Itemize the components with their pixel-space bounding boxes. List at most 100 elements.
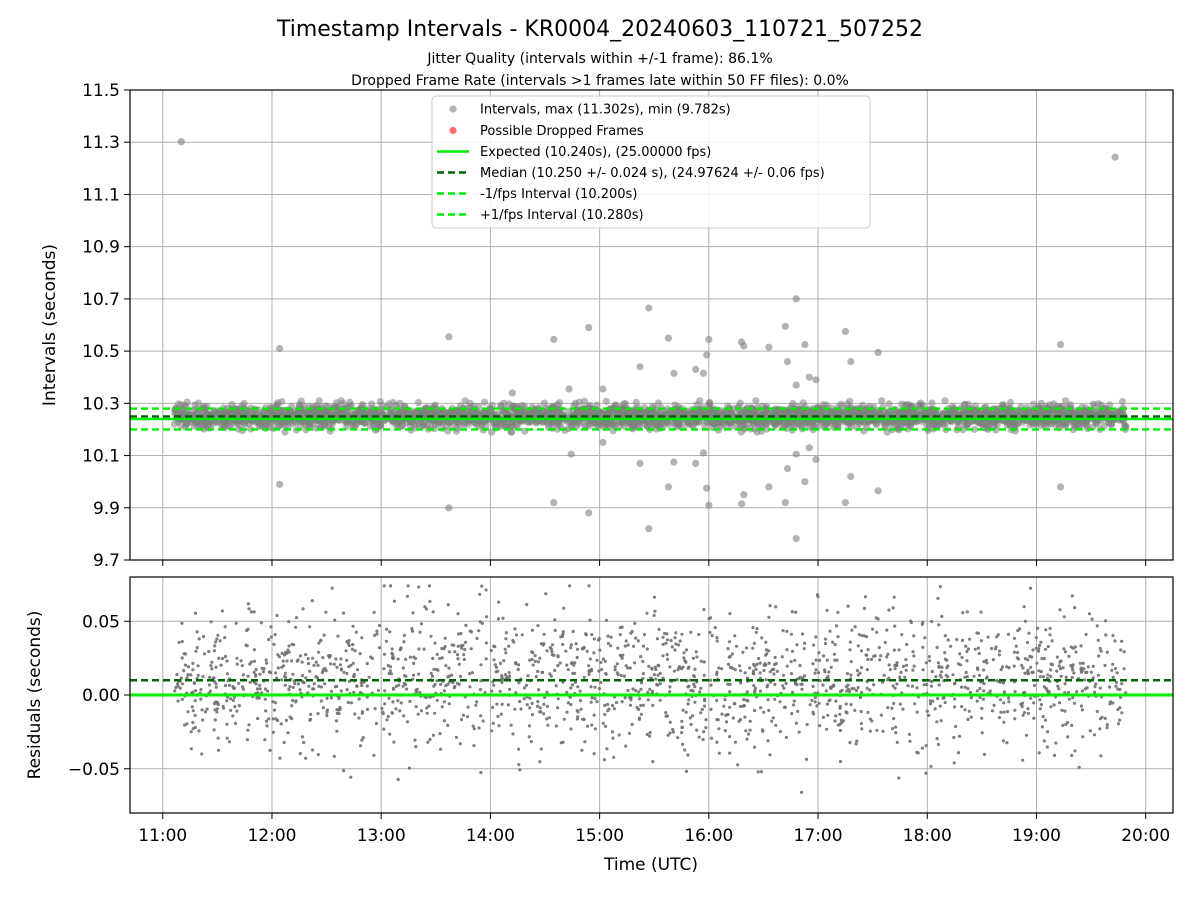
residual-point	[213, 718, 217, 722]
residual-point	[812, 712, 816, 716]
residual-point	[372, 633, 377, 638]
interval-point	[736, 399, 744, 407]
residual-point	[391, 656, 396, 660]
residual-point	[1026, 672, 1030, 676]
residual-point	[288, 715, 292, 719]
residual-point	[587, 584, 591, 588]
residual-point	[770, 719, 774, 723]
residual-point	[893, 686, 897, 690]
residual-point	[676, 736, 680, 740]
interval-point	[789, 399, 797, 408]
residual-point	[844, 685, 849, 689]
residual-point	[498, 661, 502, 666]
residual-point	[963, 685, 967, 689]
residual-point	[825, 727, 829, 731]
residual-point	[569, 643, 573, 647]
residual-point	[325, 710, 329, 714]
residual-point	[601, 721, 605, 726]
residual-point	[1063, 650, 1067, 654]
residual-point	[391, 653, 395, 657]
residual-point	[620, 700, 624, 704]
residual-point	[760, 636, 764, 640]
residual-point	[544, 592, 548, 596]
residual-point	[1116, 687, 1120, 691]
residual-point	[1043, 647, 1048, 651]
residual-point	[300, 674, 305, 678]
residual-point	[826, 713, 830, 717]
residual-point	[952, 682, 957, 686]
residual-point	[658, 698, 662, 702]
residual-point	[956, 751, 961, 755]
residual-point	[576, 685, 580, 689]
residual-point	[1120, 711, 1124, 715]
residual-point	[1048, 633, 1052, 637]
residual-point	[684, 648, 689, 652]
residual-point	[202, 652, 207, 656]
residual-point	[955, 637, 959, 642]
residual-point	[459, 632, 463, 636]
residual-point	[399, 701, 403, 705]
residual-point	[825, 702, 830, 706]
residual-point	[428, 599, 432, 604]
residual-point	[194, 649, 198, 653]
intervals-reference-lines	[130, 407, 1173, 431]
interval-point	[931, 408, 939, 416]
residual-point	[267, 637, 271, 642]
interval-point	[966, 409, 974, 417]
residual-point	[294, 700, 298, 704]
residual-point	[982, 689, 986, 693]
residual-point	[1098, 646, 1102, 651]
residual-point	[845, 689, 849, 693]
residual-point	[533, 654, 537, 658]
residual-point	[855, 669, 860, 673]
residual-point	[383, 702, 387, 706]
residual-point	[268, 671, 273, 675]
interval-outlier-point	[670, 458, 678, 466]
residual-point	[554, 684, 558, 688]
residual-point	[1034, 636, 1038, 640]
residual-point	[1002, 710, 1006, 714]
residual-point	[657, 627, 661, 632]
interval-point	[442, 422, 450, 430]
residual-point	[346, 700, 350, 705]
residual-point	[493, 645, 497, 649]
residual-point	[321, 656, 325, 660]
residual-point	[492, 683, 496, 687]
residual-point	[414, 745, 418, 749]
residual-point	[194, 689, 198, 693]
residual-point	[545, 717, 549, 721]
residual-point	[497, 600, 501, 604]
residual-point	[778, 700, 782, 704]
residual-point	[391, 700, 395, 704]
interval-outlier-point	[765, 483, 773, 491]
interval-point	[822, 401, 831, 409]
interval-point	[915, 401, 923, 409]
residual-point	[890, 727, 895, 731]
residual-point	[513, 707, 517, 711]
interval-outlier-point	[801, 478, 809, 486]
residual-point	[376, 688, 380, 693]
residual-point	[282, 740, 286, 745]
residual-point	[766, 698, 770, 702]
residual-point	[794, 721, 799, 725]
figure-subtitle-dropped: Dropped Frame Rate (intervals >1 frames …	[351, 73, 849, 89]
residual-point	[282, 664, 286, 668]
residual-point	[484, 657, 488, 661]
residual-point	[726, 662, 731, 667]
residual-point	[1111, 662, 1115, 666]
residual-point	[886, 706, 890, 710]
residual-point	[748, 728, 752, 732]
residual-point	[276, 666, 280, 670]
residual-point	[804, 757, 809, 762]
residual-point	[1031, 648, 1035, 652]
residual-point	[895, 661, 899, 665]
residual-point	[598, 648, 602, 652]
residual-point	[708, 678, 713, 682]
residual-point	[321, 706, 325, 710]
residual-point	[210, 667, 214, 671]
residual-point	[595, 658, 599, 662]
interval-outlier-point	[703, 484, 711, 492]
residual-point	[1098, 727, 1102, 731]
residual-point	[636, 639, 640, 643]
residual-point	[872, 683, 876, 687]
